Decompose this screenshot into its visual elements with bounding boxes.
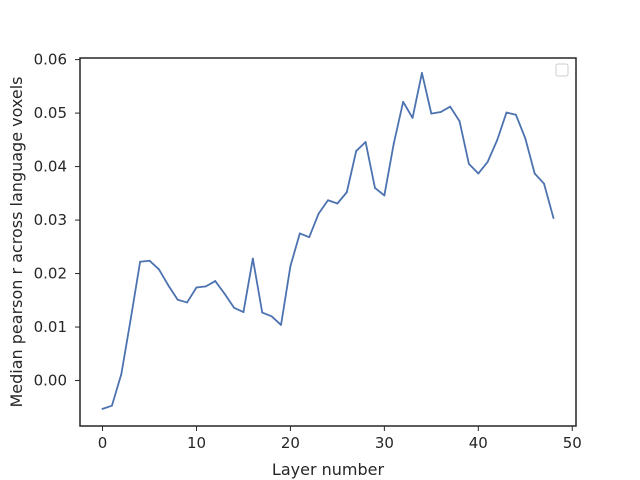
data-point [374, 187, 376, 189]
data-point [139, 260, 142, 263]
y-tick-label: 0.00 [34, 372, 67, 390]
data-point [383, 194, 386, 197]
data-point [355, 150, 358, 152]
data-point [158, 268, 160, 271]
x-axis-ticks: 0 10 20 30 40 50 [98, 426, 582, 452]
x-tick-label: 10 [187, 434, 206, 452]
y-tick-label: 0.02 [34, 265, 67, 283]
data-point [120, 373, 123, 376]
data-point [533, 172, 536, 175]
x-tick-label: 20 [281, 434, 300, 452]
data-point [111, 404, 113, 407]
data-point [167, 284, 170, 287]
data-point [327, 199, 329, 202]
data-point [505, 111, 508, 114]
x-tick-label: 30 [375, 434, 394, 452]
data-point [486, 160, 489, 163]
legend-box [555, 63, 569, 77]
data-point [430, 112, 433, 115]
data-point [439, 111, 442, 113]
data-point [336, 202, 339, 205]
data-point [214, 280, 217, 282]
series-layer [101, 72, 555, 410]
data-point [552, 217, 555, 219]
data-point [195, 286, 198, 289]
data-point [514, 113, 517, 116]
x-tick-label: 40 [469, 434, 488, 452]
data-point [129, 318, 132, 320]
data-point [392, 142, 395, 145]
data-point [251, 257, 254, 260]
data-point [449, 105, 452, 108]
data-point [496, 139, 498, 142]
data-point [345, 191, 348, 194]
data-point [308, 236, 311, 239]
data-point [186, 301, 188, 304]
y-axis-label: Median pearson r across language voxels [7, 77, 26, 408]
plot-frame [79, 57, 577, 427]
data-point [477, 172, 480, 175]
data-point [402, 100, 405, 103]
y-tick-label: 0.04 [34, 158, 67, 176]
data-point [524, 137, 527, 140]
data-point [176, 298, 179, 301]
data-point [280, 324, 282, 326]
data-point [317, 212, 320, 215]
data-point [364, 141, 367, 143]
data-point [543, 182, 545, 185]
x-tick-label: 50 [563, 434, 582, 452]
y-tick-label: 0.05 [34, 104, 67, 122]
data-point [148, 259, 151, 262]
data-point [458, 120, 461, 123]
x-tick-label: 0 [98, 434, 108, 452]
data-point [233, 306, 235, 309]
data-point [289, 265, 292, 267]
data-point [204, 285, 207, 288]
x-axis-label: Layer number [272, 460, 385, 479]
data-point [298, 232, 301, 235]
y-tick-label: 0.06 [34, 51, 67, 69]
y-axis-ticks: 0.00 0.01 0.02 0.03 0.04 0.05 0.06 [34, 51, 80, 390]
data-point [261, 311, 264, 314]
series-line [101, 72, 555, 410]
data-point [101, 407, 104, 410]
data-point [468, 163, 470, 165]
data-point [411, 117, 414, 119]
data-point [421, 72, 423, 74]
data-point [242, 311, 245, 313]
data-point [270, 315, 273, 318]
y-tick-label: 0.03 [34, 211, 67, 229]
data-point [223, 292, 226, 295]
y-tick-label: 0.01 [34, 318, 67, 336]
